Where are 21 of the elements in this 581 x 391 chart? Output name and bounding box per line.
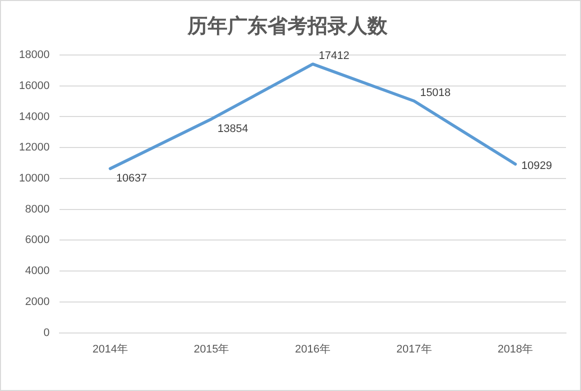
data-label: 15018 bbox=[420, 87, 451, 100]
y-tick-label: 2000 bbox=[25, 296, 50, 308]
y-tick-label: 16000 bbox=[18, 80, 50, 92]
x-tick-label: 2017年 bbox=[396, 343, 432, 356]
y-tick-label: 4000 bbox=[25, 265, 50, 278]
data-label: 10637 bbox=[116, 172, 147, 185]
y-tick-label: 12000 bbox=[18, 142, 50, 154]
y-tick-label: 8000 bbox=[25, 203, 50, 216]
y-tick-label: 6000 bbox=[25, 234, 50, 246]
x-tick-label: 2018年 bbox=[498, 343, 534, 356]
y-tick-label: 0 bbox=[43, 326, 50, 339]
y-tick-label: 14000 bbox=[18, 110, 50, 123]
data-label: 17412 bbox=[318, 50, 350, 62]
x-tick-label: 2016年 bbox=[295, 343, 331, 356]
y-tick-label: 18000 bbox=[18, 49, 50, 62]
x-tick-label: 2015年 bbox=[194, 343, 230, 356]
y-tick-label: 10000 bbox=[18, 172, 50, 184]
chart-title: 历年广东省考招录人数 bbox=[186, 14, 388, 38]
x-tick-label: 2014年 bbox=[92, 343, 128, 356]
data-label: 10929 bbox=[521, 160, 552, 172]
data-label: 13854 bbox=[218, 123, 248, 136]
